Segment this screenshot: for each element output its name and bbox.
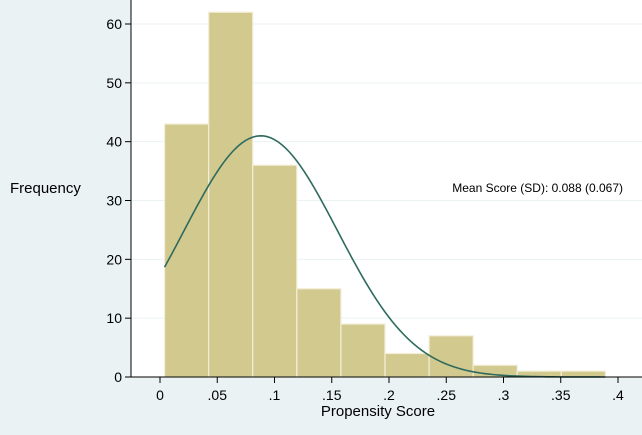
y-tick-label: 20	[106, 251, 122, 267]
y-tick-label: 0	[114, 369, 122, 385]
y-tick-label: 30	[106, 193, 122, 209]
histogram-bar	[384, 352, 430, 378]
histogram-bar	[296, 288, 342, 378]
y-axis-title: Frequency	[10, 180, 81, 197]
x-tick-label: .15	[322, 387, 342, 403]
axes	[130, 0, 642, 378]
x-tick-label: .05	[208, 387, 228, 403]
histogram-bar	[208, 11, 254, 378]
y-tick-label: 40	[106, 134, 122, 150]
histogram-bar	[252, 164, 298, 378]
y-tick-label: 50	[106, 75, 122, 91]
y-tick-label: 10	[106, 310, 122, 326]
x-axis-title: Propensity Score	[321, 403, 435, 420]
bars	[163, 11, 607, 378]
x-tick-label: .2	[383, 387, 395, 403]
x-tick-label: .3	[498, 387, 510, 403]
histogram-bar	[163, 123, 210, 378]
histogram-bar	[340, 323, 386, 378]
mean-annotation: Mean Score (SD): 0.088 (0.067)	[452, 181, 623, 195]
y-ticks: 0 10 20 30 40 50 60	[106, 16, 131, 385]
x-ticks: 0 .05 .1 .15 .2 .25 .3 .35 .4	[156, 377, 624, 403]
x-tick-label: .4	[612, 387, 624, 403]
y-tick-label: 60	[106, 16, 122, 32]
x-tick-label: 0	[156, 387, 164, 403]
x-tick-label: .25	[437, 387, 457, 403]
histogram-bar	[560, 370, 607, 378]
x-tick-label: .1	[269, 387, 281, 403]
x-tick-label: .35	[551, 387, 571, 403]
